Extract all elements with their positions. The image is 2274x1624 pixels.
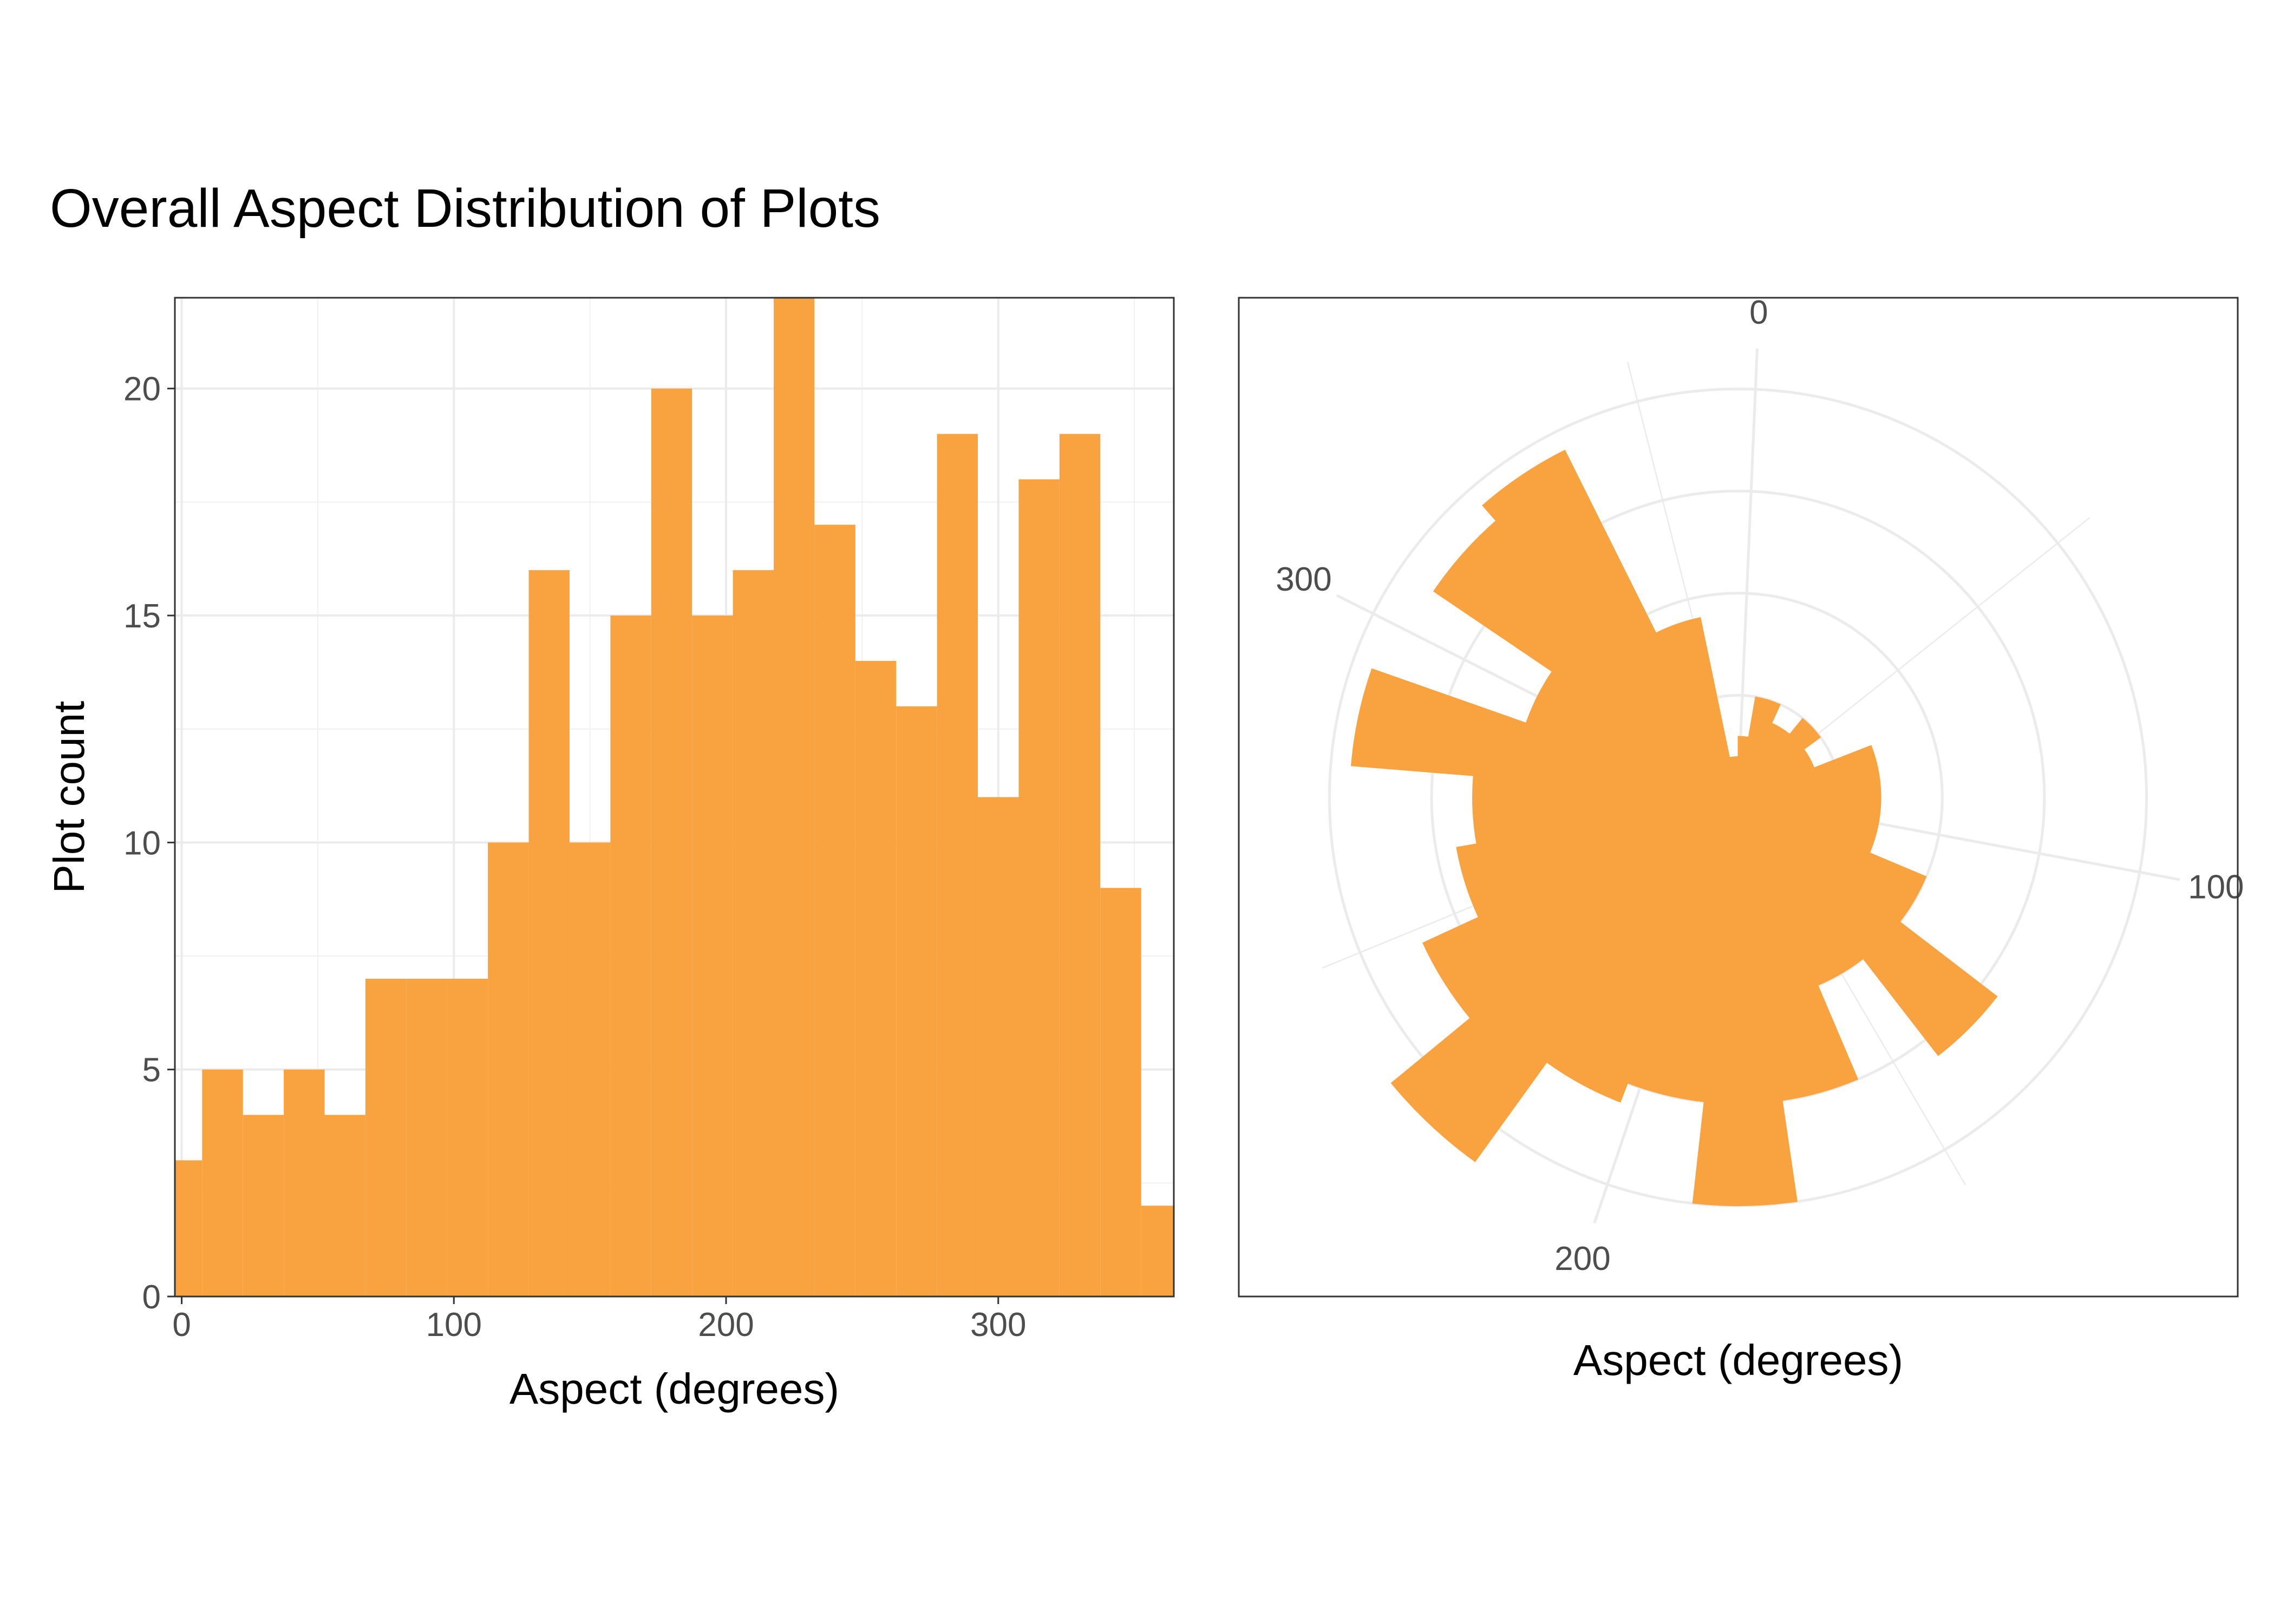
histogram-bar [855,660,897,1296]
histogram-bar [937,434,978,1297]
histogram-y-tick-label: 20 [123,371,161,408]
histogram-ticks: 0 100 200 300 0 5 10 15 20 [123,371,1026,1344]
histogram-bar [1100,888,1141,1296]
histogram-bar [773,298,815,1296]
polar-bar [1482,449,1739,798]
polar-bar [1729,756,1739,798]
histogram-panel-border [174,297,1175,1298]
histogram-bar [528,570,570,1296]
figure-title: Overall Aspect Distribution of Plots [50,178,880,239]
histogram-bar [651,388,692,1296]
histogram-bar [1141,1206,1174,1296]
polar-theta-tick-label: 300 [1276,561,1331,598]
polar-bar [1737,797,1998,1056]
polar-theta-tick-label: 200 [1554,1240,1610,1278]
histogram-bar [284,1069,325,1296]
histogram-x-axis-title: Aspect (degrees) [509,1365,839,1413]
polar-bar [1433,520,1739,798]
polar-major-spoke [1736,348,1759,798]
histogram-bar [1018,479,1060,1296]
polar-bar [1422,797,1739,1019]
histogram-bar [733,570,774,1296]
polar-panel-border [1238,297,2239,1298]
histogram-y-tick-label: 15 [123,598,161,635]
histogram-x-tick-label: 100 [426,1306,482,1344]
polar-bar [1737,696,1781,798]
histogram-bars [175,298,1174,1297]
histogram-bar [447,978,488,1296]
histogram-x-tick-label: 200 [698,1306,754,1344]
polar-bar [1456,797,1739,918]
polar-theta-ticks: 0 100 200 300 [1276,294,2244,1278]
polar-bar [1351,668,1739,798]
histogram-y-tick-label: 0 [142,1279,161,1316]
histogram-bar [243,1115,284,1296]
histogram-y-tick-label: 5 [142,1052,161,1089]
polar-theta-tick-label: 0 [1749,294,1768,331]
histogram-bar [1059,434,1101,1297]
histogram-bar [365,978,407,1296]
histogram-bar [175,1160,202,1296]
histogram-x-tick-label: 0 [172,1306,191,1344]
histogram-x-tick-label: 300 [970,1306,1026,1344]
histogram-bar [978,797,1019,1296]
polar-bar [1692,797,1798,1207]
histogram-bar [896,706,937,1296]
histogram-bar [202,1069,243,1296]
polar-bars [1351,449,1998,1207]
histogram-bar [569,842,611,1296]
histogram-panel: 0 100 200 300 0 5 10 15 20 Aspect (degrees) Plot… [45,297,1175,1413]
polar-x-axis-title: Aspect (degrees) [1573,1336,1903,1384]
histogram-bar [324,1115,365,1296]
histogram-y-axis-title: Plot count [45,701,93,894]
polar-bar [1737,718,1821,798]
histogram-bar [488,842,529,1296]
polar-bar [1390,797,1739,1162]
histogram-bar [610,615,651,1296]
histogram-y-tick-label: 10 [123,824,161,862]
polar-theta-tick-label: 100 [2188,868,2244,906]
histogram-bar [814,525,855,1297]
histogram-bar [692,615,733,1296]
polar-bar [1655,617,1739,798]
histogram-bar [406,978,447,1296]
polar-panel: 0 100 200 300 Aspect (degrees) [1238,294,2244,1384]
